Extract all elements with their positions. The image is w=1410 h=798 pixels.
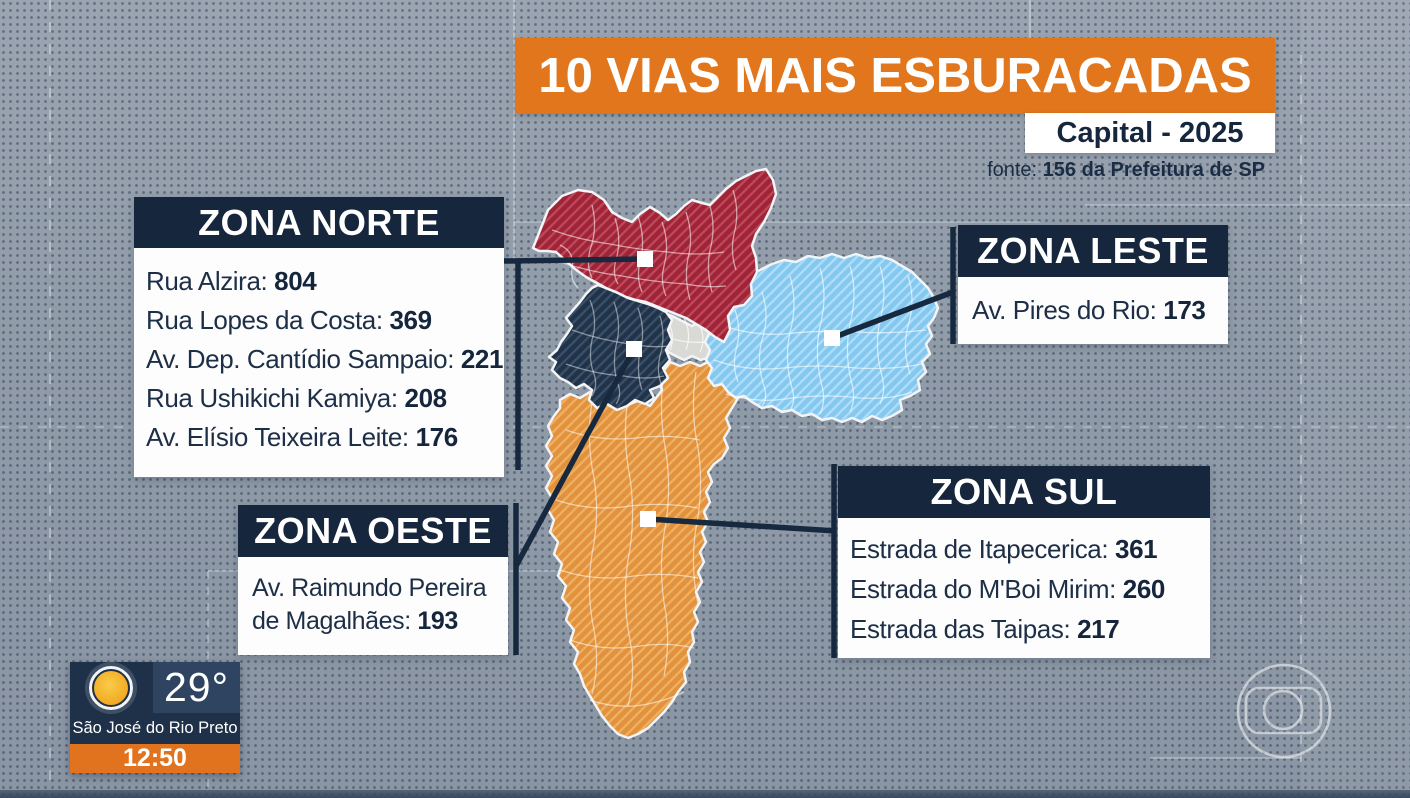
district-lines-sul [555, 371, 702, 707]
callout-zona-oeste: ZONA OESTE Av. Raimundo Pereira de Magal… [238, 505, 508, 655]
road-stat: Rua Ushikichi Kamiya: 208 [146, 383, 447, 413]
callout-zona-sul: ZONA SUL Estrada de Itapecerica: 361 Est… [838, 466, 1210, 658]
frame-edge [0, 790, 1410, 798]
zone-road-list: Estrada de Itapecerica: 361 Estrada do M… [838, 518, 1210, 658]
callout-zona-leste: ZONA LESTE Av. Pires do Rio: 173 [958, 225, 1228, 344]
map-zone-sul [544, 360, 740, 740]
source-note: fonte: 156 da Prefeitura de SP [987, 159, 1265, 181]
road-stat: Rua Alzira: 804 [146, 266, 317, 296]
map-marker-leste [824, 330, 840, 346]
weather-widget: 29° São José do Rio Preto 12:50 [70, 662, 240, 773]
weather-city: São José do Rio Preto [72, 719, 238, 737]
subtitle-box: Capital - 2025 [1025, 113, 1275, 153]
zone-title: ZONA OESTE [238, 505, 508, 557]
road-stat: Estrada do M'Boi Mirim: 260 [850, 574, 1165, 604]
connector-leste [831, 289, 954, 341]
background-panel [1301, 0, 1410, 798]
road-stat: Av. Raimundo Pereira de Magalhães: 193 [252, 574, 487, 635]
zone-road-list: Av. Raimundo Pereira de Magalhães: 193 [238, 557, 508, 655]
title-banner: 10 VIAS MAIS ESBURACADAS [515, 38, 1275, 113]
connector-oeste [513, 347, 637, 568]
map-markers [626, 251, 840, 527]
callout-connectors [503, 227, 956, 658]
clock: 12:50 [70, 744, 240, 773]
road-stat: Av. Dep. Cantídio Sampaio: 221 [146, 344, 504, 374]
sun-icon [70, 662, 153, 713]
road-stat: Av. Pires do Rio: 173 [972, 295, 1206, 325]
globo-logo-icon [1236, 663, 1332, 759]
temperature: 29° [163, 664, 229, 710]
connector-sul [647, 516, 837, 534]
map-marker-sul [640, 511, 656, 527]
road-stat: Rua Lopes da Costa: 369 [146, 305, 432, 335]
zone-road-list: Rua Alzira: 804 Rua Lopes da Costa: 369 … [134, 248, 504, 477]
map-zone-oeste [547, 283, 674, 412]
map-marker-norte [637, 251, 653, 267]
zone-title: ZONA LESTE [958, 225, 1228, 277]
road-stat: Estrada das Taipas: 217 [850, 614, 1120, 644]
district-lines-leste [713, 265, 927, 415]
road-stat: Av. Elísio Teixeira Leite: 176 [146, 422, 458, 452]
callout-zona-norte: ZONA NORTE Rua Alzira: 804 Rua Lopes da … [134, 197, 504, 477]
map-marker-oeste [626, 341, 642, 357]
temperature-panel: 29° [153, 662, 240, 713]
zone-title: ZONA NORTE [134, 197, 504, 248]
zone-road-list: Av. Pires do Rio: 173 [958, 277, 1228, 344]
district-lines-norte [551, 189, 738, 301]
zone-title: ZONA SUL [838, 466, 1210, 518]
road-stat: Estrada de Itapecerica: 361 [850, 534, 1158, 564]
subtitle: Capital - 2025 [1056, 116, 1244, 149]
page-title: 10 VIAS MAIS ESBURACADAS [538, 48, 1252, 103]
district-lines-oeste [565, 299, 669, 405]
connector-norte [503, 256, 642, 264]
